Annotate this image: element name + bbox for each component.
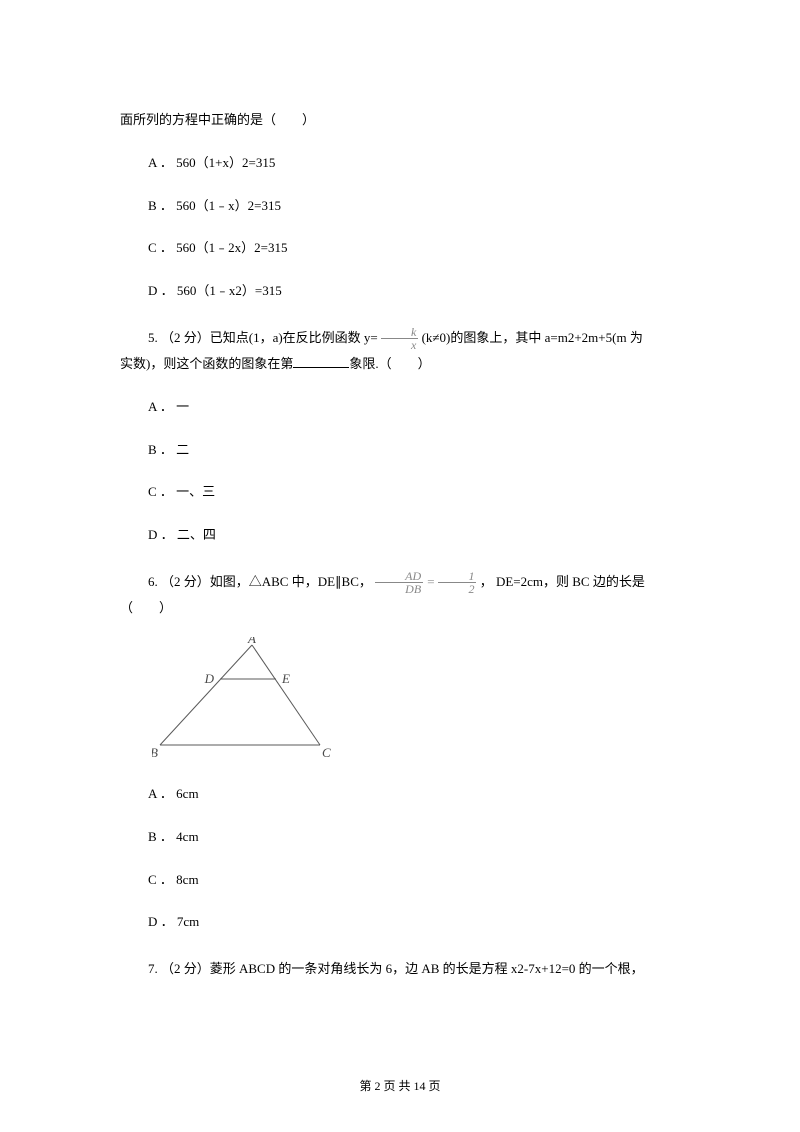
triangle-figure: A B C D E xyxy=(152,637,680,762)
fill-blank xyxy=(293,356,349,368)
q5-stem: 5. （2 分）已知点(1，a)在反比例函数 y= k x (k≠0)的图象上，… xyxy=(120,326,680,352)
q5-stem-line2a: 实数)，则这个函数的图象在第 xyxy=(120,356,293,371)
q4-option-b: B ． 560（1﹣x）2=315 xyxy=(120,196,680,217)
fraction-k-over-x: k x xyxy=(381,326,418,351)
q7-stem: 7. （2 分）菱形 ABCD 的一条对角线长为 6，边 AB 的长是方程 x2… xyxy=(120,957,680,980)
q4-option-c: C ． 560（1﹣2x）2=315 xyxy=(120,238,680,259)
q5-option-a: A ． 一 xyxy=(120,397,680,418)
question-4-intro: 面所列的方程中正确的是（ ） xyxy=(120,110,680,131)
svg-text:B: B xyxy=(152,745,158,757)
fraction-num: k xyxy=(381,326,418,339)
fraction-1-2: 1 2 xyxy=(438,570,476,595)
q6-option-c: C ． 8cm xyxy=(120,870,680,891)
fraction-den: DB xyxy=(375,583,423,595)
page-content: 面所列的方程中正确的是（ ） A ． 560（1+x）2=315 B ． 560… xyxy=(0,0,800,981)
svg-text:E: E xyxy=(281,671,290,686)
q6-stem-before: 6. （2 分）如图，△ABC 中，DE∥BC， xyxy=(148,574,372,589)
q4-option-d: D ． 560（1﹣x2）=315 xyxy=(120,281,680,302)
fraction-ad-db: AD DB xyxy=(375,570,423,595)
q5-stem-line2: 实数)，则这个函数的图象在第 象限.（ ） xyxy=(120,352,680,375)
q5-stem-line2b: 象限.（ ） xyxy=(349,356,430,371)
fraction-den: 2 xyxy=(438,583,476,595)
q6-option-d: D ． 7cm xyxy=(120,912,680,933)
page-footer: 第 2 页 共 14 页 xyxy=(0,1077,800,1094)
triangle-svg: A B C D E xyxy=(152,637,342,757)
fraction-num: AD xyxy=(375,570,423,583)
fraction-num: 1 xyxy=(438,570,476,583)
q5-stem-after: (k≠0)的图象上，其中 a=m2+2m+5(m 为 xyxy=(422,330,643,345)
svg-text:D: D xyxy=(204,671,215,686)
q5-option-d: D ． 二、四 xyxy=(120,525,680,546)
q6-stem: 6. （2 分）如图，△ABC 中，DE∥BC， AD DB = 1 2 ， D… xyxy=(120,570,680,619)
fraction-den: x xyxy=(381,339,418,351)
q6-option-a: A ． 6cm xyxy=(120,784,680,805)
svg-text:A: A xyxy=(247,637,256,646)
q6-option-b: B ． 4cm xyxy=(120,827,680,848)
q5-option-c: C ． 一、三 xyxy=(120,482,680,503)
equals-sign: = xyxy=(426,574,438,589)
svg-text:C: C xyxy=(322,745,331,757)
q4-option-a: A ． 560（1+x）2=315 xyxy=(120,153,680,174)
q5-stem-before: 5. （2 分）已知点(1，a)在反比例函数 y= xyxy=(148,330,381,345)
q5-option-b: B ． 二 xyxy=(120,440,680,461)
